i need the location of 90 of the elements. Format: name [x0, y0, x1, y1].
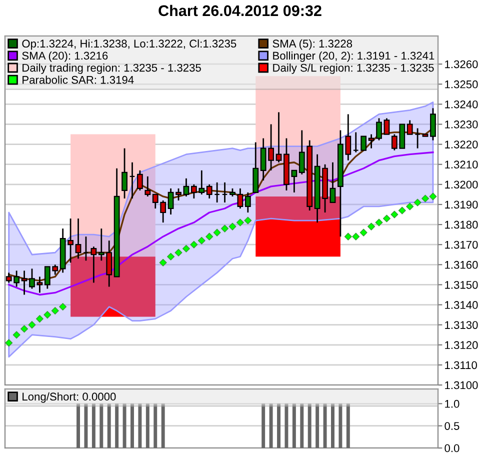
y-tick-label: 1.0 [445, 400, 460, 408]
point [228, 222, 236, 230]
y-tick-label: 1.3130 [445, 321, 478, 329]
point [213, 228, 221, 236]
y-tick-label: 1.3190 [445, 200, 478, 209]
point [375, 218, 383, 226]
candlestick [276, 112, 282, 164]
candlestick [360, 136, 367, 151]
point [59, 303, 67, 311]
candlestick [90, 246, 97, 284]
y-tick-label: 1.3250 [445, 80, 478, 88]
point [398, 206, 406, 214]
point [368, 222, 376, 230]
point [190, 240, 198, 248]
point [12, 331, 20, 339]
point [406, 202, 414, 210]
point [36, 315, 44, 323]
y-tick-label: 1.3120 [445, 341, 478, 350]
point [390, 210, 398, 218]
y-tick-label: 1.3100 [445, 381, 478, 390]
legend-label: Daily S/L region: 1.3235 - 1.3235 [273, 64, 434, 74]
legend-label: Long/Short: 0.0000 [22, 392, 116, 403]
legend-label: Daily trading region: 1.3235 - 1.3235 [22, 64, 201, 74]
candlestick [414, 128, 421, 150]
y-tick-label: 1.3160 [445, 260, 478, 269]
y-tick-label: 1.3110 [445, 361, 477, 370]
candlestick [206, 184, 212, 200]
candlestick [237, 188, 244, 210]
chart-title: Chart 26.04.2012 09:32 [158, 4, 322, 16]
legend-label: SMA (20): 1.3216 [22, 51, 108, 62]
y-tick-label: 1.3180 [445, 220, 478, 229]
candlestick [352, 132, 359, 154]
y-tick-label: 1.3220 [445, 140, 478, 148]
point [44, 311, 52, 319]
point [20, 325, 28, 333]
candlestick [29, 268, 35, 290]
candlestick [122, 148, 128, 200]
y-tick-label: 1.3140 [445, 301, 478, 309]
y-tick-label: 1.3170 [445, 240, 478, 249]
y-tick-label: 0.0 [444, 444, 460, 452]
legend-label: Bollinger (20, 2): 1.3191 - 1.3241 [273, 51, 434, 62]
y-tick-label: 1.3260 [445, 60, 478, 68]
candlestick [406, 120, 413, 135]
y-tick-label: 1.3210 [445, 160, 478, 169]
point [360, 228, 368, 236]
y-tick-label: 1.3200 [445, 180, 478, 189]
point [244, 216, 252, 224]
legend-label: Parabolic SAR: 1.3194 [22, 76, 134, 84]
point [206, 232, 214, 240]
candlestick [330, 162, 336, 204]
candlestick [384, 118, 390, 135]
point [414, 198, 422, 206]
candlestick [75, 218, 82, 260]
point [352, 232, 360, 240]
legend-label: Op:1.3224, Hi:1.3238, Lo:1.3222, Cl:1.3235 [22, 39, 236, 50]
candlestick [83, 236, 89, 262]
point [429, 192, 437, 200]
point [236, 218, 244, 226]
point [159, 258, 167, 266]
point [174, 248, 182, 256]
point [422, 194, 430, 202]
candlestick [214, 182, 220, 204]
point [182, 244, 190, 252]
candlestick [368, 134, 374, 150]
point [51, 307, 59, 315]
candlestick [244, 192, 251, 214]
point [382, 214, 390, 222]
point [28, 321, 36, 329]
point [198, 236, 206, 244]
candlestick [430, 108, 436, 141]
legend-label: SMA (5): 1.3228 [272, 39, 352, 50]
candlestick [222, 182, 228, 204]
y-tick-label: 1.3240 [445, 100, 478, 108]
point [344, 232, 352, 240]
y-tick-label: 1.3230 [445, 120, 478, 128]
candlestick [144, 176, 151, 198]
y-tick-label: 0.5 [444, 422, 460, 430]
y-tick-label: 1.3150 [445, 280, 478, 289]
candlestick [129, 162, 136, 200]
candlestick [21, 270, 28, 296]
candlestick [183, 178, 190, 198]
line-series [8, 152, 434, 296]
candlestick [137, 170, 143, 192]
point [5, 339, 13, 347]
candlestick [36, 276, 43, 294]
candlestick [376, 118, 382, 141]
candlestick [176, 188, 182, 202]
candlestick [168, 188, 174, 216]
point [221, 224, 229, 232]
point [167, 252, 175, 260]
